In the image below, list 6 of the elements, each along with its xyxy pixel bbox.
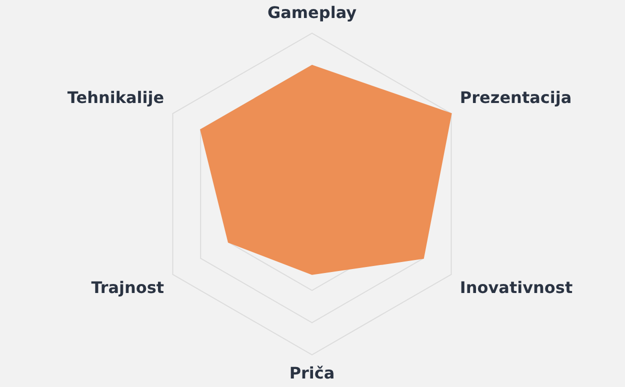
spoke-label: Tehnikalije	[67, 88, 164, 108]
spoke-label: Trajnost	[91, 278, 164, 298]
spoke-label: Gameplay	[267, 2, 358, 22]
spoke-label: Inovativnost	[460, 278, 573, 298]
spoke-label: Priča	[289, 364, 335, 383]
spoke-label: Prezentacija	[460, 88, 572, 108]
